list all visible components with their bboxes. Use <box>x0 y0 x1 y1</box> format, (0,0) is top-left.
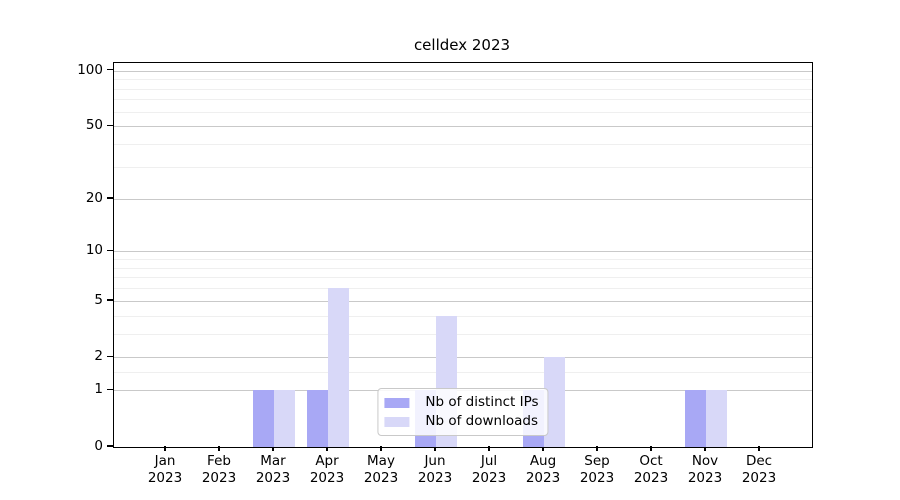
minor-gridline <box>114 167 812 168</box>
x-tick-mark <box>704 446 706 451</box>
legend-item-distinct-ips: Nb of distinct IPs <box>384 394 539 410</box>
minor-gridline <box>114 333 812 335</box>
minor-gridline <box>114 259 812 261</box>
y-tick-label: 0 <box>94 438 103 454</box>
y-tick-mark <box>107 355 113 358</box>
y-tick-mark <box>107 68 113 71</box>
x-tick-label: Oct 2023 <box>633 453 669 486</box>
bar-downloads-aug <box>544 357 565 447</box>
x-tick-label: Feb 2023 <box>201 453 237 486</box>
y-tick-label: 5 <box>94 291 103 308</box>
y-tick-mark <box>107 249 113 252</box>
major-gridline <box>114 70 812 72</box>
x-tick-mark <box>434 446 436 451</box>
legend-label-downloads: Nb of downloads <box>425 413 538 429</box>
y-axis: 0 1 2 5 10 20 50 100 <box>0 61 113 454</box>
major-gridline <box>114 198 812 200</box>
minor-gridline <box>114 288 812 290</box>
major-gridline <box>114 357 812 359</box>
x-tick-label: Nov 2023 <box>687 453 723 486</box>
y-tick-label: 2 <box>94 348 103 365</box>
x-tick-mark <box>218 446 220 451</box>
x-tick-label: Mar 2023 <box>255 453 291 486</box>
y-tick-mark <box>107 299 113 301</box>
bar-downloads-nov <box>706 390 727 447</box>
minor-gridline <box>114 79 812 81</box>
bar-distinct-ips-mar <box>253 390 274 447</box>
y-tick-mark <box>107 124 113 127</box>
x-tick-label: Apr 2023 <box>309 453 345 486</box>
x-axis: Jan 2023 Feb 2023 Mar 2023 Apr 2023 May 2023 Jun 20… <box>113 446 811 500</box>
bar-distinct-ips-apr <box>307 390 328 447</box>
x-tick-mark <box>380 446 382 451</box>
y-tick-label: 1 <box>94 381 103 398</box>
y-tick-mark <box>107 388 113 391</box>
x-tick-label: Dec 2023 <box>741 453 777 486</box>
bar-distinct-ips-nov <box>685 390 706 447</box>
x-tick-mark <box>488 446 490 451</box>
legend-swatch-distinct-ips <box>384 397 410 408</box>
minor-gridline <box>114 315 812 317</box>
minor-gridline <box>114 88 812 90</box>
minor-gridline <box>114 372 812 374</box>
x-tick-label: Jul 2023 <box>471 453 507 486</box>
legend-swatch-downloads <box>384 416 410 427</box>
x-tick-label: Jan 2023 <box>147 453 183 486</box>
y-tick-label: 50 <box>85 117 103 134</box>
major-gridline <box>114 251 812 253</box>
y-tick-label: 100 <box>77 61 103 78</box>
bar-downloads-mar <box>274 390 295 447</box>
y-tick-label: 20 <box>85 189 103 206</box>
x-tick-label: Jun 2023 <box>417 453 453 486</box>
y-tick-label: 10 <box>85 242 103 259</box>
chart-title: celldex 2023 <box>413 36 511 54</box>
x-tick-label: May 2023 <box>363 453 399 486</box>
x-tick-mark <box>650 446 652 451</box>
minor-gridline <box>114 267 812 269</box>
legend: Nb of distinct IPs Nb of downloads <box>377 388 549 436</box>
minor-gridline <box>114 111 812 113</box>
major-gridline <box>114 126 812 128</box>
x-tick-mark <box>596 446 598 451</box>
x-tick-label: Sep 2023 <box>579 453 615 486</box>
major-gridline <box>114 300 812 302</box>
minor-gridline <box>114 277 812 279</box>
plot-area: Nb of distinct IPs Nb of downloads <box>113 62 813 448</box>
minor-gridline <box>114 99 812 101</box>
x-tick-mark <box>758 446 760 451</box>
y-tick-mark <box>107 445 113 447</box>
bar-downloads-apr <box>328 288 349 447</box>
legend-item-downloads: Nb of downloads <box>384 414 538 429</box>
y-tick-mark <box>107 197 113 199</box>
x-tick-mark <box>542 446 544 451</box>
minor-gridline <box>114 144 812 146</box>
x-tick-mark <box>164 446 166 451</box>
legend-label-distinct-ips: Nb of distinct IPs <box>425 394 539 410</box>
x-tick-mark <box>326 446 328 451</box>
x-tick-label: Aug 2023 <box>525 453 561 486</box>
x-tick-mark <box>272 446 274 451</box>
